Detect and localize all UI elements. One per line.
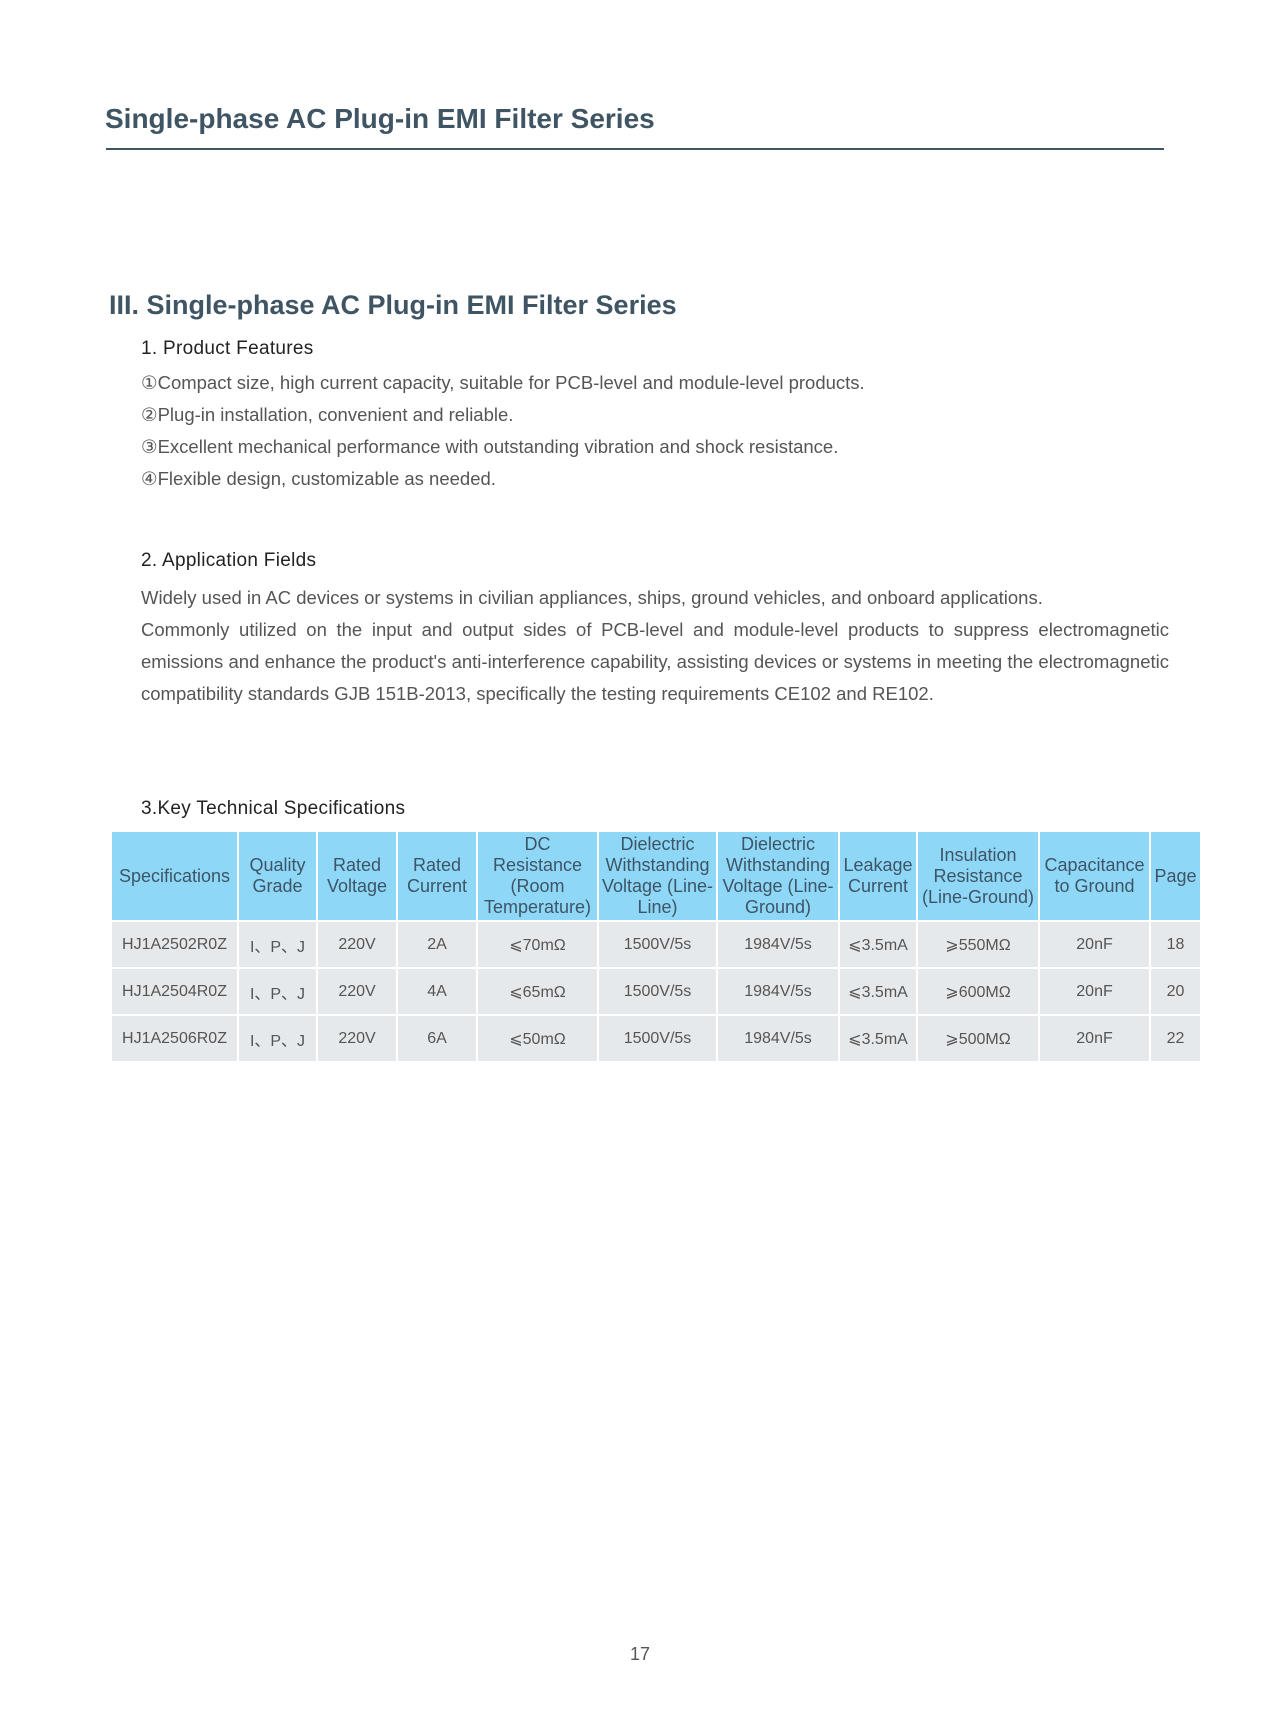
applications-text: Widely used in AC devices or systems in … xyxy=(141,582,1169,710)
table-cell: 20nF xyxy=(1038,967,1151,1016)
feature-item: ①Compact size, high current capacity, su… xyxy=(141,372,865,393)
table-cell: ⩽3.5mA xyxy=(838,1014,918,1063)
table-cell: ⩽70mΩ xyxy=(476,920,599,969)
column-header: Dielectric Withstanding Voltage (Line-Li… xyxy=(597,830,718,922)
table-row: HJ1A2506R0Z I、P、J 220V 6A ⩽50mΩ 1500V/5s 1984V… xyxy=(110,1014,1202,1063)
page-header-title: Single-phase AC Plug-in EMI Filter Serie… xyxy=(105,103,655,134)
table-cell: ⩾600MΩ xyxy=(916,967,1040,1016)
features-heading: 1. Product Features xyxy=(141,338,314,359)
feature-item: ④Flexible design, customizable as needed… xyxy=(141,468,496,489)
table-cell: HJ1A2504R0Z xyxy=(110,967,239,1016)
table-cell: ⩾550MΩ xyxy=(916,920,1040,969)
specs-table: Specifications Quality Grade Rated Voltage… xyxy=(110,830,1202,1063)
table-cell: 20nF xyxy=(1038,1014,1151,1063)
page-number: 17 xyxy=(629,1644,651,1664)
applications-paragraph: Commonly utilized on the input and outpu… xyxy=(141,619,1169,704)
table-cell: 1500V/5s xyxy=(597,967,718,1016)
table-cell: 1984V/5s xyxy=(716,1014,840,1063)
feature-item: ②Plug-in installation, convenient and re… xyxy=(141,404,514,425)
applications-heading: 2. Application Fields xyxy=(141,550,317,571)
table-cell: ⩽65mΩ xyxy=(476,967,599,1016)
section-title: III. Single-phase AC Plug-in EMI Filter … xyxy=(109,290,677,320)
column-header: Dielectric Withstanding Voltage (Line-Gr… xyxy=(716,830,840,922)
column-header: Rated Current xyxy=(396,830,478,922)
table-row: HJ1A2502R0Z I、P、J 220V 2A ⩽70mΩ 1500V/5s 1984V… xyxy=(110,920,1202,969)
table-cell: 20nF xyxy=(1038,920,1151,969)
table-cell: HJ1A2506R0Z xyxy=(110,1014,239,1063)
column-header: Specifications xyxy=(110,830,239,922)
table-cell: ⩽3.5mA xyxy=(838,920,918,969)
table-cell: I、P、J xyxy=(237,967,318,1016)
table-cell: 1984V/5s xyxy=(716,967,840,1016)
table-cell: ⩽3.5mA xyxy=(838,967,918,1016)
column-header: Rated Voltage xyxy=(316,830,398,922)
table-cell: 220V xyxy=(316,920,398,969)
table-cell: 6A xyxy=(396,1014,478,1063)
table-cell: I、P、J xyxy=(237,920,318,969)
column-header: Quality Grade xyxy=(237,830,318,922)
table-row: HJ1A2504R0Z I、P、J 220V 4A ⩽65mΩ 1500V/5s 1984V… xyxy=(110,967,1202,1016)
table-cell: HJ1A2502R0Z xyxy=(110,920,239,969)
table-cell: 18 xyxy=(1149,920,1202,969)
applications-paragraph: Widely used in AC devices or systems in … xyxy=(141,587,1043,608)
specs-heading: 3.Key Technical Specifications xyxy=(141,798,406,819)
column-header: Insulation Resistance (Line-Ground) xyxy=(916,830,1040,922)
table-cell: ⩾500MΩ xyxy=(916,1014,1040,1063)
column-header: DC Resistance (Room Temperature) xyxy=(476,830,599,922)
column-header: Leakage Current xyxy=(838,830,918,922)
table-cell: 1500V/5s xyxy=(597,920,718,969)
feature-item: ③Excellent mechanical performance with o… xyxy=(141,436,839,457)
table-cell: I、P、J xyxy=(237,1014,318,1063)
table-cell: 20 xyxy=(1149,967,1202,1016)
column-header: Capacitance to Ground xyxy=(1038,830,1151,922)
table-cell: 220V xyxy=(316,1014,398,1063)
table-cell: ⩽50mΩ xyxy=(476,1014,599,1063)
table-cell: 1984V/5s xyxy=(716,920,840,969)
table-cell: 220V xyxy=(316,967,398,1016)
table-cell: 1500V/5s xyxy=(597,1014,718,1063)
table-header-row: Specifications Quality Grade Rated Voltage… xyxy=(110,830,1202,922)
table-cell: 4A xyxy=(396,967,478,1016)
table-cell: 2A xyxy=(396,920,478,969)
table-cell: 22 xyxy=(1149,1014,1202,1063)
header-divider xyxy=(106,148,1164,150)
column-header: Page xyxy=(1149,830,1202,922)
